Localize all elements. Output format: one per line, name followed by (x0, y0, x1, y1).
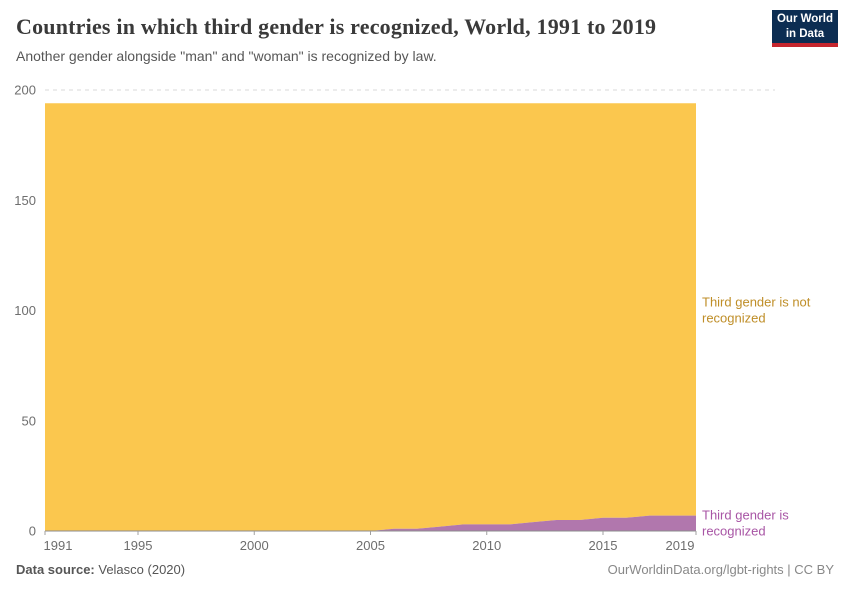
y-tick-label: 200 (14, 83, 36, 98)
x-tick-label: 2000 (240, 538, 269, 553)
x-tick-label: 2010 (472, 538, 501, 553)
area-not-recognized (45, 103, 696, 532)
y-tick-label: 50 (22, 413, 36, 428)
y-tick-label: 100 (14, 303, 36, 318)
y-tick-label: 150 (14, 193, 36, 208)
chart-footer: Data source: Velasco (2020) OurWorldinDa… (0, 562, 850, 577)
x-tick-label: 2019 (666, 538, 695, 553)
owid-logo-line1: Our World (776, 13, 833, 26)
x-tick-label: 2015 (589, 538, 618, 553)
area-recognized (45, 515, 696, 531)
series-label-not-recognized-line1: Third gender is not (702, 294, 811, 309)
data-source: Data source: Velasco (2020) (16, 562, 185, 577)
x-tick-label: 1991 (44, 538, 73, 553)
chart-subtitle: Another gender alongside "man" and "woma… (16, 48, 437, 64)
series-label-recognized: Third gender is recognized (702, 507, 789, 538)
chart-header: Countries in which third gender is recog… (0, 0, 850, 64)
owid-logo: Our World in Data (772, 10, 838, 47)
data-source-label: Data source: (16, 562, 95, 577)
stacked-area-chart: 0 50 100 150 200 1991 1995 2000 2005 2010 2015 2019… (14, 83, 811, 554)
y-tick-label: 0 (29, 524, 36, 539)
series-label-not-recognized: Third gender is not recognized (702, 294, 811, 325)
x-tick-label: 2005 (356, 538, 385, 553)
series-label-recognized-line2: recognized (702, 523, 766, 538)
data-source-value: Velasco (2020) (94, 562, 186, 577)
x-tick-label: 1995 (124, 538, 153, 553)
series-label-recognized-line1: Third gender is (702, 507, 789, 522)
page-title: Countries in which third gender is recog… (16, 14, 657, 39)
series-label-not-recognized-line2: recognized (702, 310, 766, 325)
owid-logo-line2: in Data (785, 27, 825, 40)
license-link: OurWorldinData.org/lgbt-rights | CC BY (607, 562, 834, 577)
